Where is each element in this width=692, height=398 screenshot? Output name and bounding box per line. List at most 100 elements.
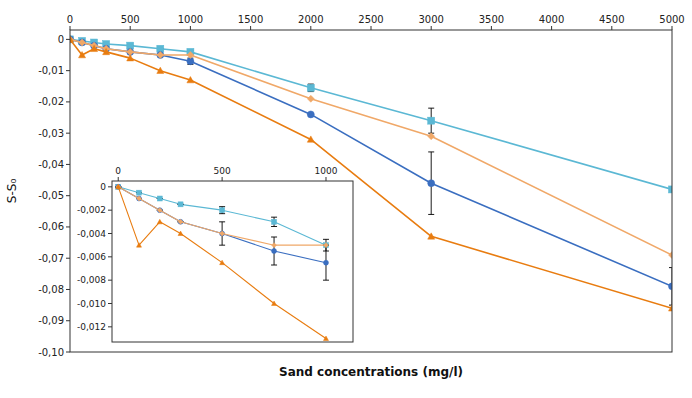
point: [178, 219, 183, 224]
point: [70, 36, 74, 43]
point: [157, 208, 162, 213]
y-tick-label: -0,10: [38, 347, 64, 358]
x-tick: [130, 26, 131, 30]
error-bar-cap: [271, 226, 277, 227]
point: [79, 39, 86, 46]
frame: [112, 181, 353, 342]
point: [220, 231, 225, 236]
point: [137, 196, 142, 201]
x-tick: [325, 177, 326, 181]
y-tick-label: -0,05: [38, 190, 64, 201]
x-tick-label: 0: [67, 14, 73, 25]
point: [187, 77, 194, 83]
error-bar: [428, 152, 434, 215]
x-tick: [310, 26, 311, 30]
point: [178, 202, 183, 207]
y-tick-label: -0,004: [77, 229, 106, 239]
y-tick: [108, 233, 112, 234]
x-axis-label: Sand concentrations (mg/l): [279, 365, 463, 379]
point: [157, 196, 162, 201]
x-tick-label: 5000: [659, 14, 684, 25]
point: [91, 45, 98, 51]
y-tick-label: -0,03: [38, 128, 64, 139]
data: [115, 184, 329, 340]
point: [157, 52, 164, 59]
error-bar-cap: [428, 151, 434, 152]
point: [70, 36, 74, 43]
background: [0, 0, 692, 398]
line: [118, 187, 326, 245]
x-tick-label: 2000: [298, 14, 323, 25]
point: [220, 260, 225, 265]
y-tick: [108, 256, 112, 257]
y-tick: [66, 164, 70, 165]
y-tick-label: -0,07: [38, 253, 64, 264]
error-bar: [428, 108, 434, 133]
x-tick-label: 2500: [358, 14, 383, 25]
point: [307, 111, 314, 118]
error-bar: [308, 84, 314, 92]
error-bar-cap: [219, 206, 225, 207]
error-bar-cap: [428, 214, 434, 215]
y-tick-label: 0: [100, 182, 106, 192]
x-tick-label: 0: [115, 166, 121, 176]
point: [272, 301, 277, 306]
point: [323, 243, 328, 248]
point: [187, 52, 194, 59]
y-tick-label: -0,006: [77, 252, 106, 262]
x-tick-label: 4500: [599, 14, 624, 25]
error-bar: [219, 207, 225, 214]
point: [428, 133, 435, 140]
y-tick-label: -0,09: [38, 315, 64, 326]
line: [118, 187, 326, 339]
point: [220, 231, 225, 236]
line: [118, 187, 326, 263]
error-bar-cap: [219, 221, 225, 222]
point: [220, 208, 225, 213]
point: [157, 67, 164, 73]
point: [70, 36, 74, 43]
x-tick: [672, 26, 673, 30]
y-tick: [66, 352, 70, 353]
point: [103, 48, 110, 54]
point: [127, 55, 134, 61]
error-bar-cap: [219, 245, 225, 246]
point: [178, 219, 183, 224]
point: [137, 196, 142, 201]
point: [79, 39, 86, 46]
x-tick: [431, 26, 432, 30]
y-tick: [108, 303, 112, 304]
point: [79, 52, 86, 58]
point: [669, 252, 673, 259]
error-bar-cap: [271, 265, 277, 266]
y-tick: [66, 70, 70, 71]
point: [157, 52, 164, 59]
point: [428, 180, 435, 187]
point: [323, 260, 328, 265]
y-tick: [66, 195, 70, 196]
x-tick-label: 500: [121, 14, 140, 25]
error-bar-cap: [323, 239, 329, 240]
point: [116, 184, 121, 189]
line: [118, 187, 326, 245]
error-bar-cap: [271, 237, 277, 238]
x-tick: [371, 26, 372, 30]
point: [272, 249, 277, 254]
x-tick: [190, 26, 191, 30]
x-tick-label: 1000: [178, 14, 203, 25]
point: [272, 219, 277, 224]
error-bar: [271, 237, 277, 265]
y-tick-label: -0,01: [38, 65, 64, 76]
point: [307, 84, 314, 91]
x-tick: [491, 26, 492, 30]
point: [70, 36, 74, 42]
point: [669, 186, 673, 193]
error-bar-cap: [323, 280, 329, 281]
y-tick: [108, 280, 112, 281]
x-tick-label: 1000: [315, 166, 338, 176]
x-tick: [611, 26, 612, 30]
y-tick-label: -0,012: [77, 322, 106, 332]
x-tick: [70, 26, 71, 30]
y-tick-label: -0,02: [38, 96, 64, 107]
line: [70, 39, 672, 255]
